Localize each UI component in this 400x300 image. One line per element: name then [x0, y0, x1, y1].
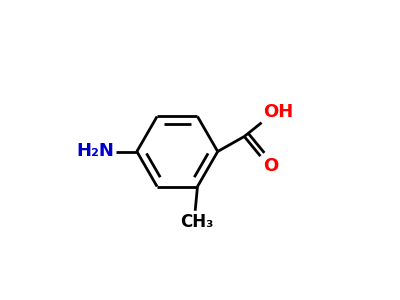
- Text: O: O: [263, 157, 278, 175]
- Text: OH: OH: [264, 103, 294, 122]
- Text: CH₃: CH₃: [180, 213, 213, 231]
- Text: H₂N: H₂N: [76, 142, 114, 160]
